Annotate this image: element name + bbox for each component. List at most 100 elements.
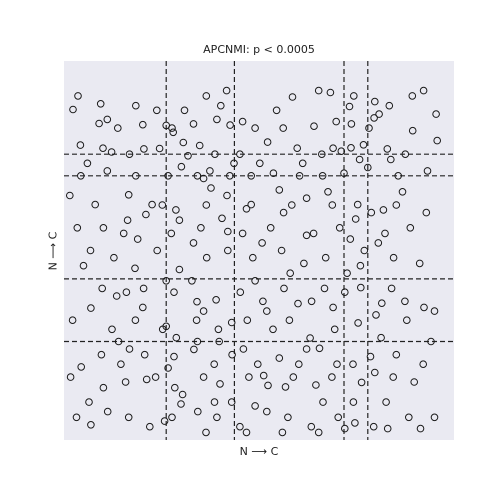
data-point-262 (202, 428, 210, 437)
data-point-70 (148, 200, 156, 209)
data-point-243 (114, 337, 123, 346)
data-point-89 (238, 229, 247, 238)
data-point-212 (158, 201, 167, 209)
data-point-38 (179, 138, 188, 147)
data-point-106 (300, 259, 308, 268)
data-point-260 (85, 398, 93, 406)
data-point-102 (202, 253, 211, 262)
data-point-200 (238, 117, 247, 126)
data-point-101 (175, 265, 184, 274)
data-point-141 (377, 333, 385, 342)
data-point-218 (258, 239, 266, 247)
data-point-268 (416, 424, 425, 433)
data-point-118 (236, 288, 245, 297)
data-point-185 (263, 407, 271, 416)
data-point-266 (341, 424, 349, 433)
data-point-56 (193, 172, 202, 180)
data-point-91 (279, 208, 288, 217)
data-point-55 (177, 162, 186, 171)
data-point-154 (295, 360, 303, 369)
data-point-59 (247, 172, 255, 180)
data-point-29 (365, 124, 373, 132)
data-point-176 (72, 413, 81, 422)
data-point-265 (314, 428, 323, 437)
data-point-163 (121, 378, 130, 386)
data-point-248 (178, 390, 187, 399)
data-point-24 (226, 121, 234, 129)
data-point-14 (385, 101, 394, 110)
data-point-40 (211, 150, 219, 158)
data-point-211 (133, 235, 142, 243)
data-point-184 (236, 422, 244, 431)
data-point-5 (217, 101, 225, 110)
data-point-157 (349, 360, 357, 369)
plot-area (64, 61, 454, 440)
data-point-168 (245, 373, 253, 381)
data-point-67 (66, 191, 74, 200)
data-point-213 (175, 216, 184, 224)
data-point-4 (180, 106, 189, 115)
data-point-51 (77, 172, 85, 180)
data-point-229 (162, 277, 170, 285)
data-point-125 (401, 297, 409, 306)
data-point-124 (378, 299, 386, 308)
data-point-172 (328, 373, 336, 381)
data-point-170 (289, 373, 298, 381)
data-point-90 (266, 224, 275, 232)
data-point-130 (131, 316, 140, 325)
data-point-6 (202, 92, 211, 100)
data-point-134 (214, 325, 223, 334)
data-point-198 (199, 174, 208, 183)
data-point-60 (269, 169, 278, 177)
data-point-132 (172, 333, 181, 342)
data-point-62 (318, 172, 327, 180)
data-point-271 (251, 402, 259, 410)
data-point-128 (87, 304, 95, 312)
data-point-197 (184, 152, 192, 160)
data-point-203 (329, 144, 337, 152)
data-point-75 (275, 186, 284, 194)
data-point-133 (192, 316, 201, 325)
data-points (66, 86, 442, 437)
data-point-92 (309, 229, 318, 238)
data-point-18 (103, 115, 112, 124)
data-point-126 (420, 303, 428, 312)
data-point-83 (99, 224, 108, 232)
data-point-11 (326, 88, 335, 97)
data-point-215 (202, 201, 211, 209)
data-point-64 (364, 163, 372, 172)
data-point-119 (259, 297, 267, 306)
data-point-86 (167, 229, 176, 238)
data-point-193 (95, 119, 103, 128)
data-point-207 (370, 114, 378, 122)
data-point-208 (387, 155, 395, 164)
data-point-167 (216, 380, 224, 388)
data-point-231 (199, 307, 208, 315)
data-point-69 (124, 191, 133, 199)
data-point-93 (335, 224, 344, 232)
data-point-80 (398, 188, 407, 196)
data-point-120 (280, 284, 288, 293)
data-point-35 (125, 150, 134, 158)
data-point-252 (239, 345, 248, 353)
data-point-72 (207, 184, 215, 192)
data-point-236 (294, 299, 302, 308)
data-point-171 (312, 381, 320, 389)
data-point-187 (307, 422, 316, 431)
data-point-246 (162, 322, 170, 331)
data-point-15 (408, 92, 417, 100)
data-point-1 (96, 100, 105, 108)
data-point-48 (383, 145, 392, 153)
data-point-44 (318, 150, 326, 158)
data-point-13 (371, 97, 379, 106)
data-point-196 (169, 128, 177, 137)
data-point-36 (140, 145, 148, 153)
data-point-25 (251, 124, 259, 132)
data-point-71 (172, 206, 180, 214)
data-point-254 (281, 383, 290, 391)
data-point-57 (206, 167, 214, 175)
data-point-129 (108, 325, 116, 334)
data-point-219 (288, 201, 296, 209)
data-point-113 (112, 292, 121, 300)
